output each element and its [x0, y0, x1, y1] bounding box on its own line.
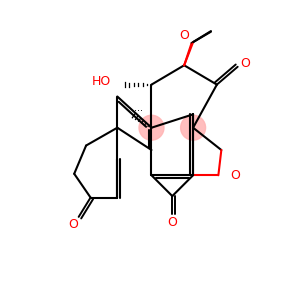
Text: O: O	[179, 29, 189, 42]
Text: O: O	[230, 169, 240, 182]
Text: O: O	[68, 218, 78, 231]
Circle shape	[139, 115, 164, 140]
Text: O: O	[240, 57, 250, 70]
Circle shape	[181, 115, 206, 140]
Text: ···: ···	[134, 106, 142, 116]
Text: HO: HO	[92, 75, 111, 88]
Text: O: O	[167, 216, 177, 229]
